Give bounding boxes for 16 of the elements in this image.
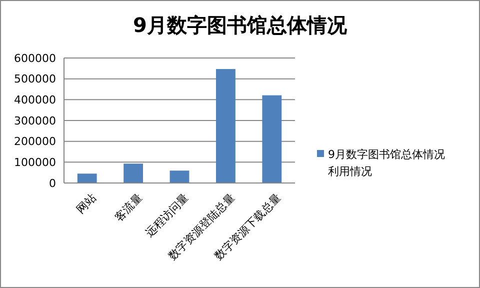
bar <box>170 170 190 183</box>
y-tick-label: 600000 <box>14 52 56 65</box>
y-tick-label: 300000 <box>14 114 56 128</box>
chart-title: 9月数字图书馆总体情况 <box>133 13 348 37</box>
x-tick-label: 网站 <box>74 191 99 216</box>
y-tick-label: 100000 <box>14 156 56 170</box>
y-tick-label: 400000 <box>14 94 56 107</box>
bar <box>262 95 282 183</box>
legend-label: 9月数字图书馆总体情况利用情况 <box>328 148 445 178</box>
bar <box>124 164 143 183</box>
bar <box>216 69 236 183</box>
y-tick-label: 0 <box>49 176 56 190</box>
x-tick-label: 客流量 <box>112 191 145 224</box>
y-tick-label: 500000 <box>14 72 56 86</box>
bar <box>77 174 97 183</box>
y-tick-label: 200000 <box>14 135 56 148</box>
